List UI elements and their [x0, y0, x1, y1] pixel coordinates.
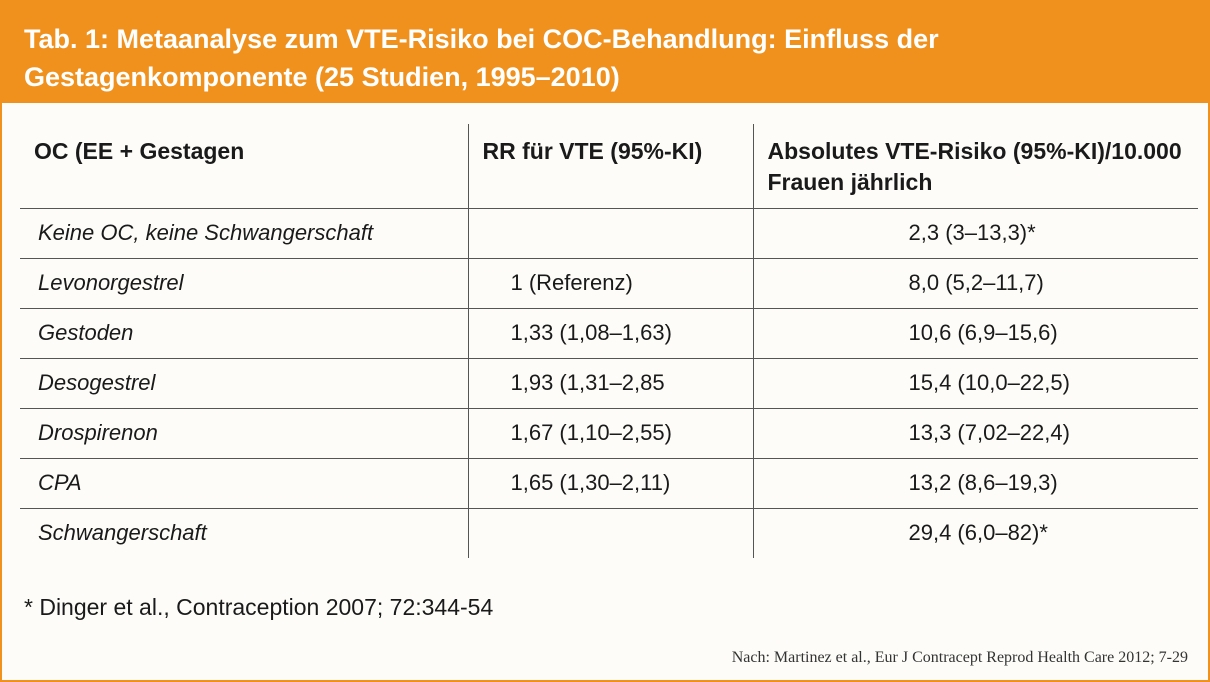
row-absolute-risk: 10,6 (6,9–15,6) — [752, 308, 1198, 359]
vte-risk-table: OC (EE + Gestagen RR für VTE (95%-KI) Ab… — [20, 124, 1198, 558]
table-row: Schwangerschaft 29,4 (6,0–82)* — [20, 508, 1198, 558]
row-absolute-risk: 15,4 (10,0–22,5) — [752, 358, 1198, 409]
table-title: Tab. 1: Metaanalyse zum VTE-Risiko bei C… — [24, 24, 939, 92]
row-rr: 1,93 (1,31–2,85 — [467, 358, 753, 409]
row-name: Schwangerschaft — [38, 520, 207, 546]
row-absolute-risk: 13,2 (8,6–19,3) — [752, 458, 1198, 509]
row-name: Desogestrel — [20, 358, 468, 409]
row-name: Drospirenon — [20, 408, 468, 459]
row-rr — [467, 508, 753, 558]
source-citation: Nach: Martinez et al., Eur J Contracept … — [731, 649, 1188, 666]
row-rr: 1,67 (1,10–2,55) — [467, 408, 753, 459]
row-rr: 1,65 (1,30–2,11) — [467, 458, 753, 509]
row-rr: 1 (Referenz) — [467, 258, 753, 309]
row-name: Keine OC, keine Schwangerschaft — [20, 208, 468, 259]
column-header-absolute-risk: Absolutes VTE-Risiko (95%-KI)/10.000 Fra… — [752, 124, 1198, 209]
row-absolute-risk: 29,4 (6,0–82)* — [752, 508, 1198, 558]
table-row: Keine OC, keine Schwangerschaft 2,3 (3–1… — [20, 208, 1198, 259]
table-row: Gestoden 1,33 (1,08–1,63) 10,6 (6,9–15,6… — [20, 308, 1198, 359]
table-row: Desogestrel 1,93 (1,31–2,85 15,4 (10,0–2… — [20, 358, 1198, 409]
row-rr: 1,33 (1,08–1,63) — [467, 308, 753, 359]
table-row: CPA 1,65 (1,30–2,11) 13,2 (8,6–19,3) — [20, 458, 1198, 509]
table-row: Levonorgestrel 1 (Referenz) 8,0 (5,2–11,… — [20, 258, 1198, 309]
row-absolute-risk: 8,0 (5,2–11,7) — [752, 258, 1198, 309]
row-name: Levonorgestrel — [20, 258, 468, 309]
header-row: OC (EE + Gestagen RR für VTE (95%-KI) Ab… — [20, 124, 1198, 209]
row-absolute-risk: 13,3 (7,02–22,4) — [752, 408, 1198, 459]
row-absolute-risk: 2,3 (3–13,3)* — [752, 208, 1198, 259]
table-header-bar: Tab. 1: Metaanalyse zum VTE-Risiko bei C… — [2, 2, 1208, 103]
column-header-rr: RR für VTE (95%-KI) — [467, 124, 753, 209]
row-name: Gestoden — [20, 308, 468, 359]
column-header-oc: OC (EE + Gestagen — [20, 124, 468, 209]
row-rr — [467, 208, 753, 259]
footnote: * Dinger et al., Contraception 2007; 72:… — [24, 594, 494, 620]
row-name: CPA — [20, 458, 468, 509]
table-row: Drospirenon 1,67 (1,10–2,55) 13,3 (7,02–… — [20, 408, 1198, 459]
